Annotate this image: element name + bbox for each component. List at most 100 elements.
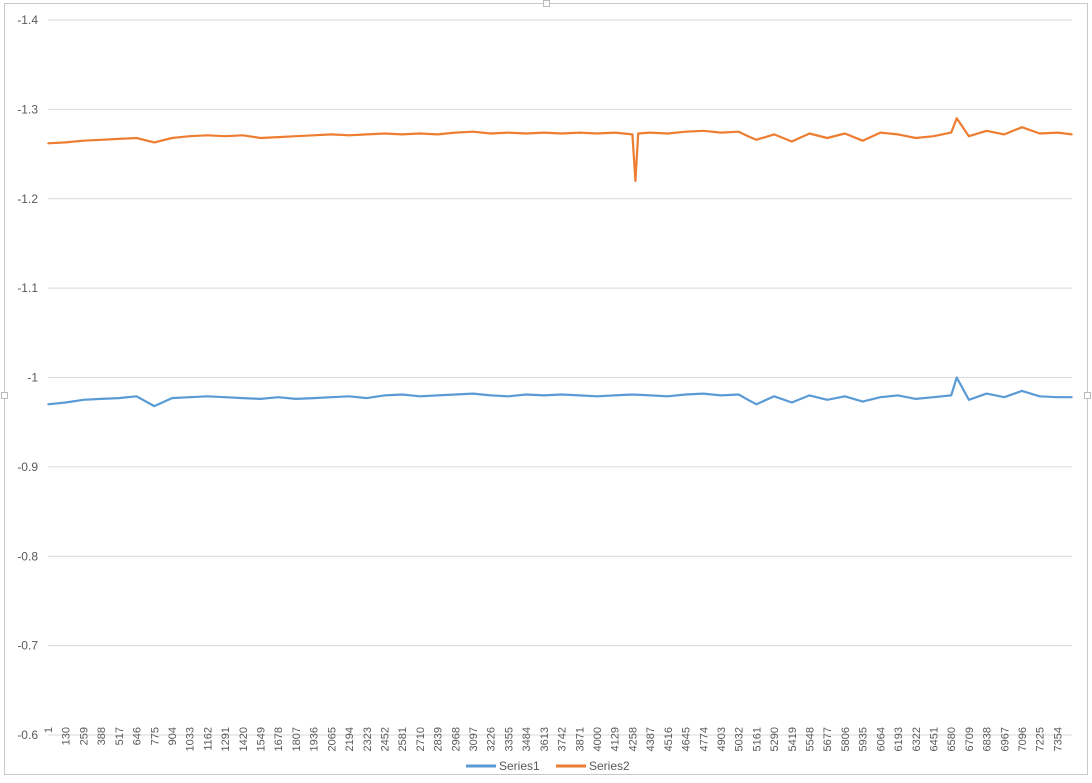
data-point (844, 132, 846, 135)
data-point (312, 397, 315, 399)
data-point (330, 133, 333, 136)
data-point (747, 135, 749, 137)
data-point (383, 132, 386, 135)
data-point (153, 141, 156, 144)
x-tick-label: 5290 (769, 727, 781, 751)
data-point (206, 134, 209, 137)
data-point (401, 393, 404, 396)
data-point (684, 130, 687, 133)
data-point (118, 397, 120, 399)
data-point (543, 131, 545, 134)
x-tick-label: 130 (61, 727, 73, 745)
data-point (366, 133, 368, 136)
data-point (1003, 133, 1006, 136)
data-point (1056, 396, 1059, 399)
x-tick-label: 7096 (1017, 727, 1029, 751)
data-point (100, 139, 102, 141)
x-tick-label: 6967 (999, 727, 1011, 751)
data-point (383, 394, 386, 397)
data-point (188, 396, 191, 399)
x-tick-label: 2065 (326, 727, 338, 751)
data-point (1021, 390, 1023, 392)
data-point (47, 403, 49, 406)
data-point (259, 398, 262, 400)
x-tick-label: 2710 (415, 727, 427, 751)
x-tick-label: 4516 (663, 727, 675, 751)
data-point (543, 394, 545, 397)
x-tick-label: 646 (132, 727, 144, 745)
data-point (1038, 395, 1041, 398)
data-point (667, 395, 669, 398)
data-point (401, 133, 404, 136)
data-point (578, 394, 581, 397)
legend-label-series2: Series2 (589, 759, 630, 773)
x-tick-label: 1420 (238, 727, 250, 751)
data-point (720, 131, 722, 134)
data-point (295, 135, 297, 137)
x-tick-label: 6322 (911, 727, 923, 751)
data-point (348, 395, 350, 398)
data-point (277, 396, 280, 399)
data-point (118, 138, 120, 140)
data-point (100, 398, 102, 400)
data-point (489, 394, 492, 397)
x-tick-label: 1291 (220, 727, 232, 751)
y-tick-label: -0.8 (17, 549, 38, 563)
data-point (1071, 133, 1073, 136)
series-line-series1 (47, 376, 1072, 408)
data-point (224, 135, 226, 137)
data-point (64, 141, 67, 144)
data-point (747, 399, 749, 401)
data-point (1056, 131, 1059, 134)
data-point (968, 399, 970, 401)
data-point (312, 134, 315, 137)
x-tick-label: 2452 (379, 727, 391, 751)
data-point (507, 395, 510, 398)
data-point (366, 397, 368, 399)
data-point (684, 393, 687, 396)
data-point (82, 399, 85, 401)
data-point (985, 392, 988, 395)
x-tick-label: 4387 (645, 727, 657, 751)
y-tick-label: -0.6 (17, 728, 38, 742)
data-point (419, 132, 421, 135)
resize-handle-top[interactable] (543, 0, 550, 7)
data-point (560, 132, 563, 135)
y-tick-label: -1.3 (17, 102, 38, 116)
data-point (667, 132, 669, 135)
x-tick-label: 6709 (964, 727, 976, 751)
resize-handle-right[interactable] (1084, 392, 1091, 399)
x-tick-label: 5548 (805, 727, 817, 751)
x-tick-label: 7225 (1035, 727, 1047, 751)
data-point (242, 397, 244, 399)
data-point (879, 396, 882, 399)
x-tick-label: 2581 (397, 727, 409, 751)
data-point (454, 131, 457, 134)
x-tick-label: 904 (167, 727, 179, 745)
data-point (578, 131, 581, 134)
x-tick-label: 2839 (433, 727, 445, 751)
data-point (826, 399, 828, 401)
data-point (525, 393, 527, 396)
x-tick-label: 3355 (503, 727, 515, 751)
data-point (915, 398, 917, 400)
resize-handle-left[interactable] (1, 392, 8, 399)
data-point (631, 133, 634, 136)
data-point (791, 140, 793, 143)
data-point (64, 401, 67, 404)
data-point (897, 133, 899, 136)
data-point (634, 180, 637, 182)
x-tick-label: 4645 (681, 727, 693, 751)
data-point (507, 131, 510, 134)
x-tick-label: 1549 (256, 727, 268, 751)
x-tick-label: 4258 (627, 727, 639, 751)
data-point (206, 395, 209, 398)
data-point (737, 393, 740, 396)
data-point (861, 400, 864, 403)
x-tick-label: 1678 (273, 727, 285, 751)
x-tick-label: 4000 (592, 727, 604, 751)
data-point (171, 397, 173, 399)
data-point (436, 133, 439, 136)
x-tick-label: 3871 (574, 727, 586, 751)
